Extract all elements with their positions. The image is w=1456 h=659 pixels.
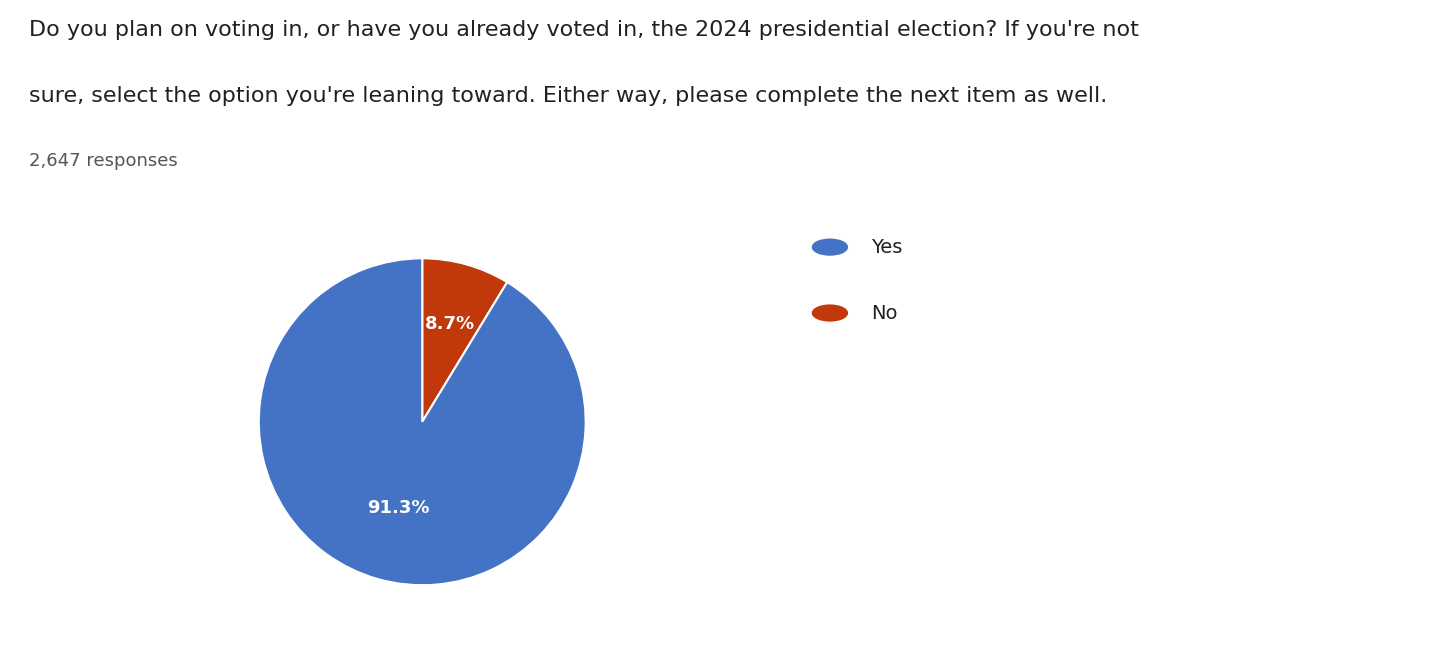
Wedge shape	[259, 258, 585, 585]
Text: 2,647 responses: 2,647 responses	[29, 152, 178, 169]
Text: No: No	[871, 304, 897, 322]
Wedge shape	[422, 258, 507, 422]
Text: sure, select the option you're leaning toward. Either way, please complete the n: sure, select the option you're leaning t…	[29, 86, 1108, 105]
Text: Do you plan on voting in, or have you already voted in, the 2024 presidential el: Do you plan on voting in, or have you al…	[29, 20, 1139, 40]
Text: Yes: Yes	[871, 238, 903, 256]
Text: 8.7%: 8.7%	[425, 315, 475, 333]
Text: 91.3%: 91.3%	[367, 500, 430, 517]
